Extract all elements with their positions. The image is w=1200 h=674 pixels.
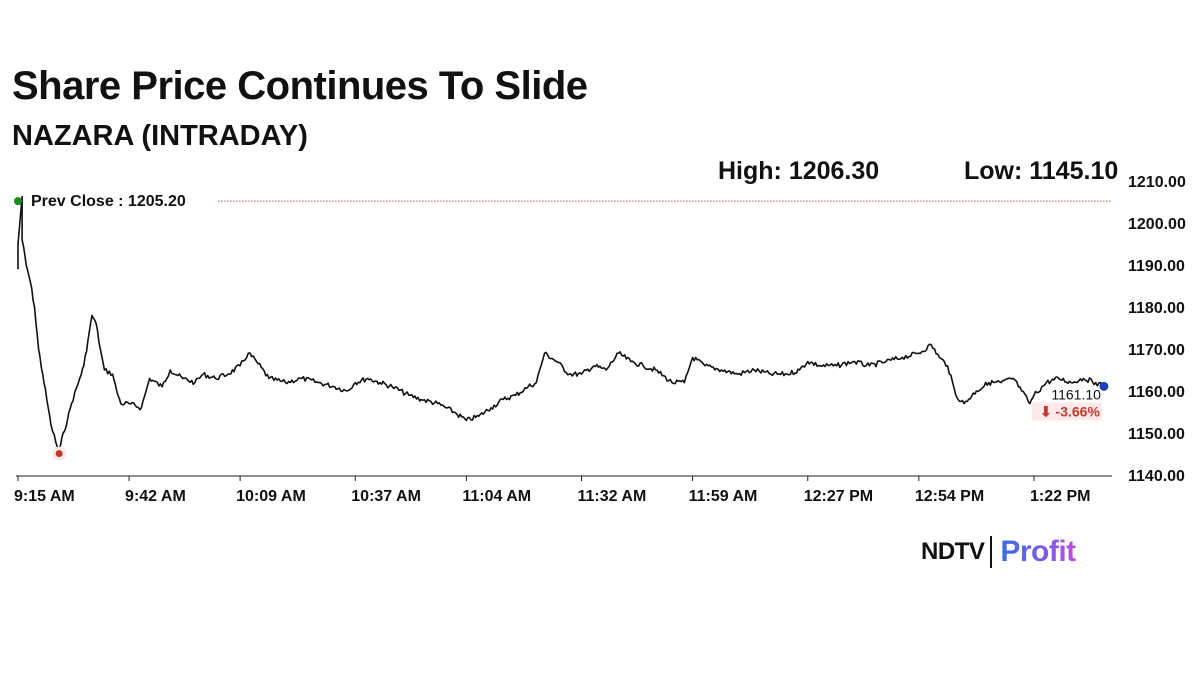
x-tick-label: 11:32 AM xyxy=(578,488,647,505)
x-tick-label: 9:15 AM xyxy=(14,488,75,505)
prev-close-label: Prev Close : 1205.20 xyxy=(31,193,186,210)
prev-close-marker xyxy=(14,197,22,206)
x-tick-label: 12:54 PM xyxy=(915,488,984,505)
change-label: ⬇ -3.66% xyxy=(1040,403,1101,419)
y-tick-label: 1140.00 xyxy=(1128,468,1185,485)
profit-wordmark: Profit xyxy=(1000,535,1076,568)
brand-logo: NDTV Profit xyxy=(921,534,1076,570)
last-price-label: 1161.10 xyxy=(1051,386,1101,402)
y-tick-label: 1190.00 xyxy=(1128,258,1185,275)
low-label: Low: 1145.10 xyxy=(964,157,1119,185)
chart-subtitle: NAZARA (INTRADAY) xyxy=(12,120,308,152)
y-tick-label: 1210.00 xyxy=(1128,174,1186,191)
low-marker xyxy=(55,450,63,458)
chart-title: Share Price Continues To Slide xyxy=(12,64,588,108)
y-tick-label: 1180.00 xyxy=(1128,300,1185,317)
ndtv-wordmark: NDTV xyxy=(921,538,985,565)
high-label: High: 1206.30 xyxy=(718,157,880,185)
x-tick-label: 11:59 AM xyxy=(689,488,758,505)
x-tick-label: 12:27 PM xyxy=(804,488,873,505)
y-tick-label: 1200.00 xyxy=(1128,216,1186,233)
y-tick-label: 1150.00 xyxy=(1128,426,1185,443)
last-price-marker xyxy=(1099,381,1109,391)
change-badge-bg xyxy=(1031,402,1102,421)
y-tick-label: 1170.00 xyxy=(1128,342,1185,359)
price-line xyxy=(17,195,1105,455)
x-tick-label: 10:09 AM xyxy=(236,488,306,505)
x-tick-label: 11:04 AM xyxy=(462,488,531,505)
x-tick-label: 10:37 AM xyxy=(351,488,421,505)
x-tick-label: 1:22 PM xyxy=(1030,488,1090,505)
x-tick-label: 9:42 AM xyxy=(125,488,186,505)
brand-divider xyxy=(990,536,993,568)
y-tick-label: 1160.00 xyxy=(1128,384,1185,401)
